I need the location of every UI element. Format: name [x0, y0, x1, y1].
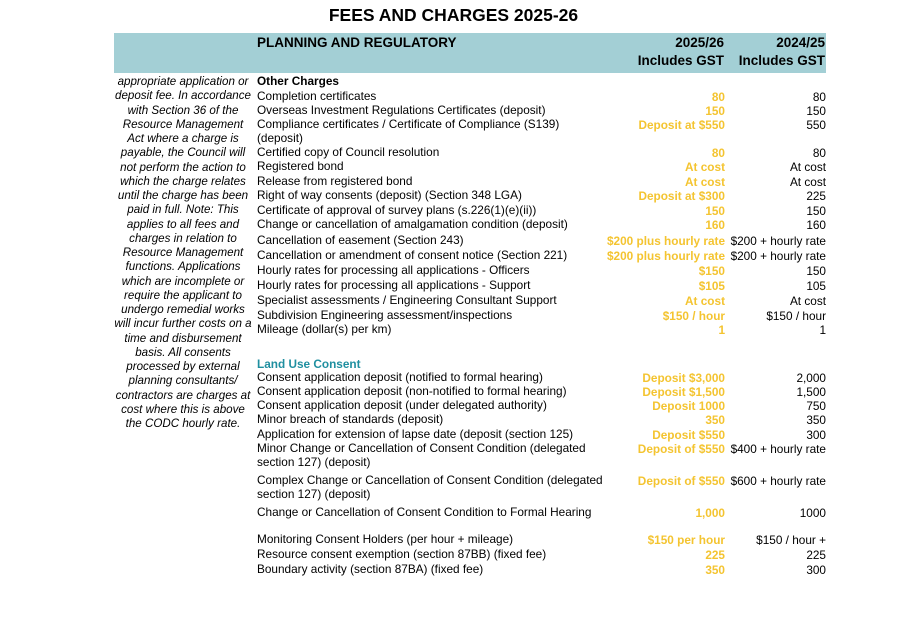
header-band — [114, 33, 826, 73]
fee-2025-26: 350 — [705, 413, 725, 427]
fee-description: Certificate of approval of survey plans … — [257, 203, 537, 217]
fee-2025-26: Deposit $3,000 — [642, 371, 725, 385]
fee-description: Mileage (dollar(s) per km) — [257, 322, 392, 336]
fee-2024-25: 160 — [806, 218, 826, 232]
fee-description: Subdivision Engineering assessment/inspe… — [257, 308, 513, 322]
fee-2025-26: 1,000 — [695, 506, 725, 520]
fee-2024-25: 80 — [812, 90, 826, 104]
fee-2025-26: At cost — [685, 175, 725, 189]
fee-2024-25: 300 — [806, 428, 826, 442]
fee-description: Certified copy of Council resolution — [257, 145, 440, 159]
fee-2025-26: Deposit at $550 — [638, 118, 725, 132]
fee-2024-25: 1 — [819, 323, 826, 337]
fee-description: Resource consent exemption (section 87BB… — [257, 547, 547, 561]
fee-description: Compliance certificates / Certificate of… — [257, 117, 560, 145]
fee-2025-26: At cost — [685, 160, 725, 174]
fee-description: Release from registered bond — [257, 174, 413, 188]
page-title: FEES AND CHARGES 2025-26 — [328, 5, 579, 25]
fee-2025-26: 350 — [705, 563, 725, 577]
fee-description: Application for extension of lapse date … — [257, 427, 574, 441]
fee-description: Hourly rates for processing all applicat… — [257, 278, 531, 292]
fee-2024-25: 350 — [806, 413, 826, 427]
fee-2025-26: Deposit of $550 — [637, 442, 725, 456]
fee-2025-26: 225 — [705, 548, 725, 562]
fee-2024-25: 150 — [806, 204, 826, 218]
fee-2025-26: $200 plus hourly rate — [606, 234, 725, 248]
fee-description: Complex Change or Cancellation of Consen… — [257, 473, 603, 501]
fee-2024-25: 150 — [806, 104, 826, 118]
fee-description: Registered bond — [257, 159, 344, 173]
fee-2025-26: $200 plus hourly rate — [606, 249, 725, 263]
fee-description: Cancellation or amendment of consent not… — [257, 248, 568, 262]
fee-description: Right of way consents (deposit) (Section… — [257, 188, 522, 202]
fee-description: Minor Change or Cancellation of Consent … — [257, 441, 586, 469]
fee-2024-25: $150 / hour — [766, 309, 826, 323]
fee-2025-26: 1 — [718, 323, 725, 337]
fee-description: Consent application deposit (notified to… — [257, 370, 543, 384]
fee-2024-25: At cost — [789, 175, 826, 189]
fee-2025-26: $150 / hour — [662, 309, 725, 323]
col-2526-gst: Includes GST — [637, 53, 724, 68]
fee-description: Minor breach of standards (deposit) — [257, 412, 444, 426]
fee-description: Change or cancellation of amalgamation c… — [257, 217, 568, 231]
fee-2024-25: $400 + hourly rate — [730, 442, 826, 456]
fee-description: Overseas Investment Regulations Certific… — [257, 103, 546, 117]
fee-description: Boundary activity (section 87BA) (fixed … — [257, 562, 484, 576]
fee-2024-25: At cost — [789, 294, 826, 308]
col-2425-gst: Includes GST — [738, 53, 825, 68]
fee-2024-25: 750 — [806, 399, 826, 413]
fee-2025-26: Deposit $550 — [652, 428, 725, 442]
side-note: appropriate application or deposit fee. … — [114, 75, 252, 430]
fee-2024-25: 550 — [806, 118, 826, 132]
section-heading-label: Land Use Consent — [257, 357, 361, 371]
fee-2025-26: At cost — [685, 294, 725, 308]
fee-description: Monitoring Consent Holders (per hour + m… — [257, 532, 514, 546]
fee-2024-25: $150 / hour + — [756, 533, 826, 547]
fee-2024-25: 105 — [806, 279, 826, 293]
fee-2025-26: $150 — [698, 264, 725, 278]
fee-2024-25: 225 — [806, 548, 826, 562]
fee-description: Hourly rates for processing all applicat… — [257, 263, 530, 277]
section-heading: PLANNING AND REGULATORY — [257, 35, 457, 50]
fee-2025-26: 150 — [705, 204, 725, 218]
section-heading-label: Other Charges — [257, 74, 339, 88]
fee-2025-26: 80 — [711, 146, 725, 160]
fee-2024-25: $200 + hourly rate — [730, 249, 826, 263]
fee-2024-25: 225 — [806, 189, 826, 203]
fee-2024-25: 150 — [806, 264, 826, 278]
fee-2024-25: 300 — [806, 563, 826, 577]
fee-description: Change or Cancellation of Consent Condit… — [257, 505, 592, 519]
fee-2025-26: Deposit $1,500 — [642, 385, 725, 399]
fee-2025-26: Deposit 1000 — [652, 399, 725, 413]
fee-2025-26: 150 — [705, 104, 725, 118]
col-2526-year: 2025/26 — [675, 35, 724, 50]
fee-description: Consent application deposit (under deleg… — [257, 398, 547, 412]
fee-2024-25: $600 + hourly rate — [730, 474, 826, 488]
fee-2024-25: 80 — [812, 146, 826, 160]
fee-2024-25: 1,500 — [796, 385, 826, 399]
fee-2024-25: 1000 — [799, 506, 826, 520]
fee-2024-25: $200 + hourly rate — [730, 234, 826, 248]
fee-description: Cancellation of easement (Section 243) — [257, 233, 464, 247]
fee-2025-26: 80 — [711, 90, 725, 104]
fee-description: Specialist assessments / Engineering Con… — [257, 293, 557, 307]
fee-2024-25: At cost — [789, 160, 826, 174]
fee-2025-26: Deposit at $300 — [638, 189, 725, 203]
fee-2025-26: 160 — [705, 218, 725, 232]
fee-2025-26: Deposit of $550 — [637, 474, 725, 488]
fee-description: Consent application deposit (non-notifie… — [257, 384, 567, 398]
fee-description: Completion certificates — [257, 89, 377, 103]
fee-2025-26: $150 per hour — [647, 533, 725, 547]
fee-2024-25: 2,000 — [796, 371, 826, 385]
fee-2025-26: $105 — [698, 279, 725, 293]
col-2425-year: 2024/25 — [776, 35, 825, 50]
